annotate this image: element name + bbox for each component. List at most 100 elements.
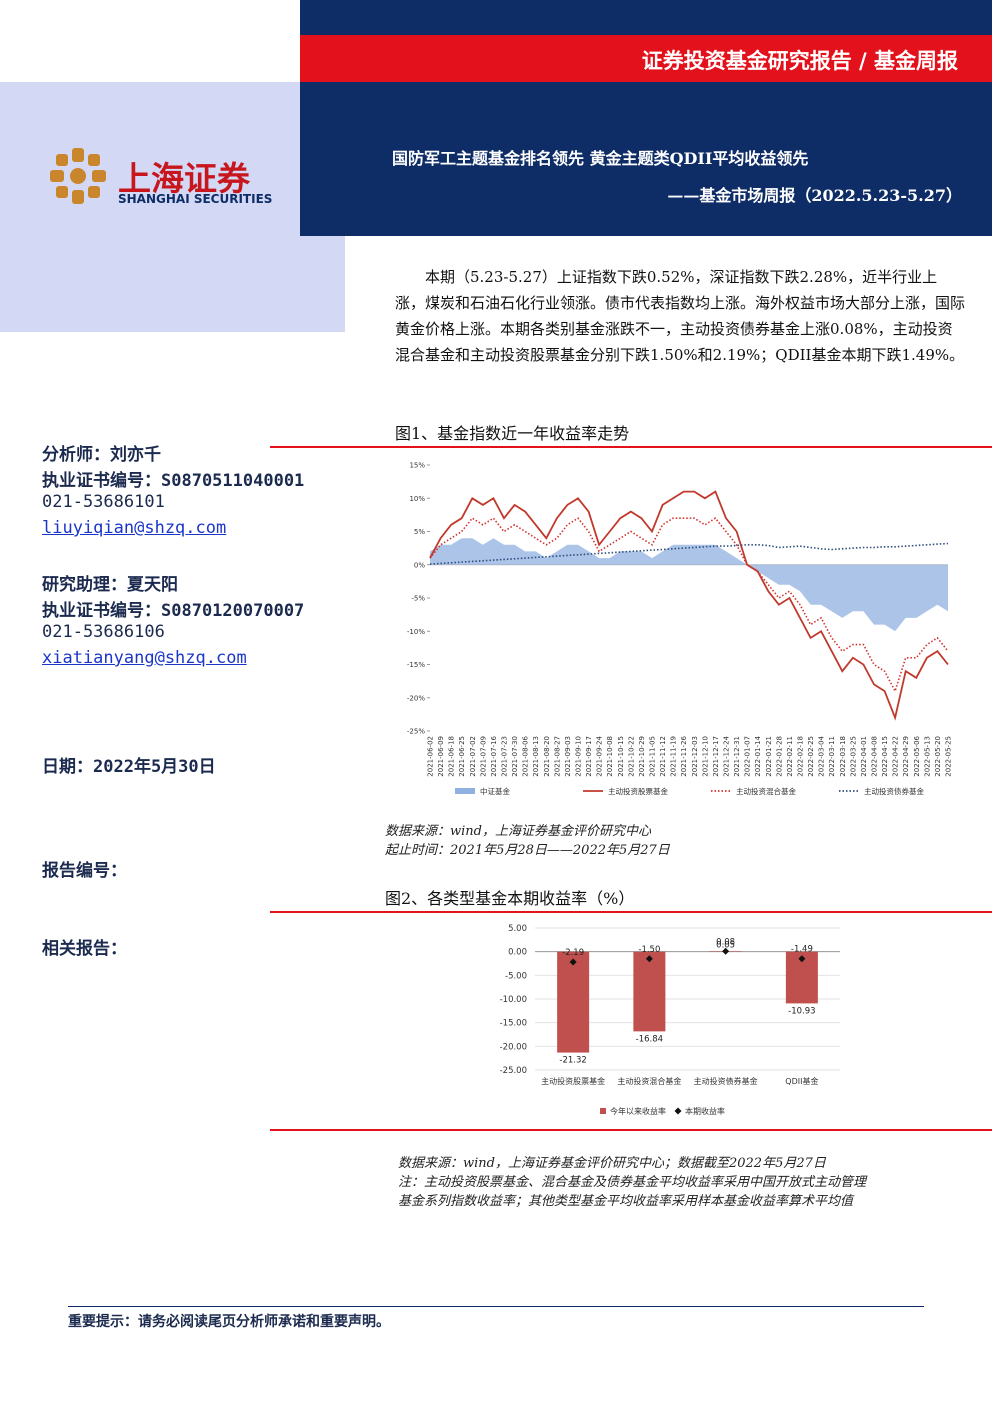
note: 基金系列指数收益率；其他类型基金平均收益率采用样本基金收益率算术平均值 [398, 1194, 854, 1209]
source: 数据来源：wind，上海证券基金评价研究中心；数据截至2022年5月27日 [398, 1156, 826, 1171]
y-tick-label: -5% [411, 595, 425, 603]
x-tick-label: 2022-05-13 [923, 736, 931, 777]
legend-label: 主动投资股票基金 [608, 786, 668, 796]
email[interactable]: xiatianyang@shzq.com [42, 648, 247, 668]
logo-english: SHANGHAI SECURITIES [118, 192, 273, 206]
y-tick-label: 5.00 [508, 924, 527, 934]
x-tick-label: 2021-11-26 [680, 735, 688, 776]
x-tick-label: 2022-02-11 [786, 736, 794, 777]
report-title: 国防军工主题基金排名领先 黄金主题类QDII平均收益领先 [392, 149, 809, 168]
x-tick-label: 2021-07-23 [501, 736, 509, 777]
legend-label: 主动投资混合基金 [736, 786, 796, 796]
related-reports: 相关报告： [42, 939, 127, 959]
y-tick-label: -20.00 [500, 1042, 527, 1052]
date: 日期：2022年5月30日 [42, 757, 216, 777]
y-tick-label: -15% [407, 661, 425, 669]
marker [722, 947, 730, 955]
value-label: -21.32 [559, 1056, 586, 1066]
legend-label: 主动投资债券基金 [864, 786, 924, 796]
x-tick-label: 2021-06-02 [427, 736, 435, 777]
legend-swatch [674, 1107, 682, 1115]
y-tick-label: -20% [407, 694, 425, 702]
x-tick-label: 2021-07-16 [490, 735, 498, 776]
y-tick-label: -25% [407, 728, 425, 736]
x-tick-label: 2022-01-14 [754, 735, 762, 776]
x-tick-label: 2021-09-24 [596, 735, 604, 776]
report-number: 报告编号： [42, 861, 127, 881]
logo-block-lower [0, 236, 345, 332]
x-tick-label: 2021-10-29 [638, 736, 646, 777]
rule [270, 1129, 992, 1131]
x-tick-label: 2021-06-18 [448, 736, 456, 777]
note: 注：主动投资股票基金、混合基金及债券基金平均收益率采用中国开放式主动管理 [398, 1175, 867, 1190]
x-tick-label: 2021-12-03 [691, 736, 699, 777]
email[interactable]: liuyiqian@shzq.com [42, 518, 227, 538]
x-tick-label: 2021-08-27 [553, 736, 561, 777]
x-tick-label: 2021-08-13 [532, 736, 540, 777]
marker [569, 958, 577, 966]
bar [557, 951, 590, 1053]
value-label: -16.84 [636, 1034, 663, 1044]
x-tick-label: 2021-11-19 [670, 736, 678, 777]
x-tick-label: 2021-12-10 [701, 736, 709, 777]
x-tick-label: 2022-05-25 [945, 736, 953, 777]
y-tick-label: -10.00 [500, 995, 527, 1005]
x-tick-label: 2022-04-29 [902, 736, 910, 777]
value-label: 0.05 [716, 940, 735, 950]
chart: 5.00 0.00 -5.00 -10.00 -15.00 -20.00 -25.00 主动投… [500, 924, 840, 1116]
cert: 执业证书编号：S0870120070007 [42, 601, 305, 621]
y-tick-label: -15.00 [500, 1019, 527, 1029]
footer: 重要提示：请务必阅读尾页分析师承诺和重要声明。 [68, 1314, 390, 1330]
source: 数据来源：wind，上海证券基金评价研究中心 [385, 824, 651, 839]
y-tick-label: -25.00 [500, 1066, 527, 1076]
line [429, 542, 949, 565]
x-tick-label: 2022-05-06 [913, 735, 921, 776]
x-tick-label: 2022-01-07 [744, 736, 752, 777]
y-tick-label: 5% [414, 528, 425, 536]
figure-caption: 图2、各类型基金本期收益率（%） [385, 889, 635, 908]
x-tick-label: 主动投资债券基金 [694, 1076, 758, 1086]
x-tick-label: 2022-04-08 [871, 736, 879, 777]
x-tick-label: 2021-10-15 [617, 736, 625, 777]
x-tick-label: 2021-10-22 [627, 736, 635, 777]
chart: 15%10%5%0%-5%-10%-15%-20%-25%2021-06-02 2… [407, 462, 953, 797]
bar [633, 951, 666, 1032]
value-label: -2.19 [562, 948, 584, 958]
x-tick-label: 2021-09-03 [564, 736, 572, 777]
x-tick-label: 2022-03-11 [828, 736, 836, 777]
x-tick-label: 2022-04-15 [881, 736, 889, 777]
figure-caption: 图1、基金指数近一年收益率走势 [395, 424, 630, 443]
value-label: -1.50 [638, 945, 660, 955]
x-tick-label: 2021-07-30 [511, 736, 519, 777]
x-tick-label: QDII基金 [785, 1076, 818, 1086]
cert: 执业证书编号：S0870511040001 [42, 471, 305, 491]
x-tick-label: 2021-08-06 [522, 735, 530, 776]
x-tick-label: 2021-08-20 [543, 736, 551, 777]
header-band [300, 35, 992, 82]
x-tick-label: 2022-01-21 [765, 736, 773, 777]
legend-swatch [455, 788, 475, 794]
value-label: 0.08 [716, 937, 735, 947]
x-tick-label: 2021-09-10 [575, 736, 583, 777]
legend-label: 本期收益率 [685, 1106, 725, 1116]
x-tick-label: 2021-12-31 [733, 736, 741, 777]
analyst: 分析师：刘亦千 [42, 445, 161, 465]
area [430, 538, 948, 632]
summary: 本期（5.23-5.27）上证指数下跌0.52%，深证指数下跌2.28%，近半行… [395, 268, 966, 364]
report-subtitle: ——基金市场周报（2022.5.23-5.27） [667, 186, 962, 205]
legend-label: 今年以来收益率 [610, 1106, 666, 1116]
x-tick-label: 2021-06-25 [458, 736, 466, 777]
rule [270, 911, 992, 913]
y-tick-label: -10% [407, 628, 425, 636]
x-tick-label: 2021-07-09 [479, 736, 487, 777]
x-tick-label: 2021-12-17 [712, 736, 720, 777]
x-tick-label: 2021-12-24 [723, 735, 731, 776]
y-tick-label: 0.00 [508, 948, 527, 958]
x-tick-label: 2022-04-22 [892, 736, 900, 777]
legend-label: 中证基金 [480, 786, 510, 796]
footer-rule [68, 1306, 924, 1307]
x-tick-label: 2022-02-25 [807, 736, 815, 777]
x-tick-label: 2021-10-08 [606, 736, 614, 777]
x-tick-label: 2021-11-05 [649, 736, 657, 777]
